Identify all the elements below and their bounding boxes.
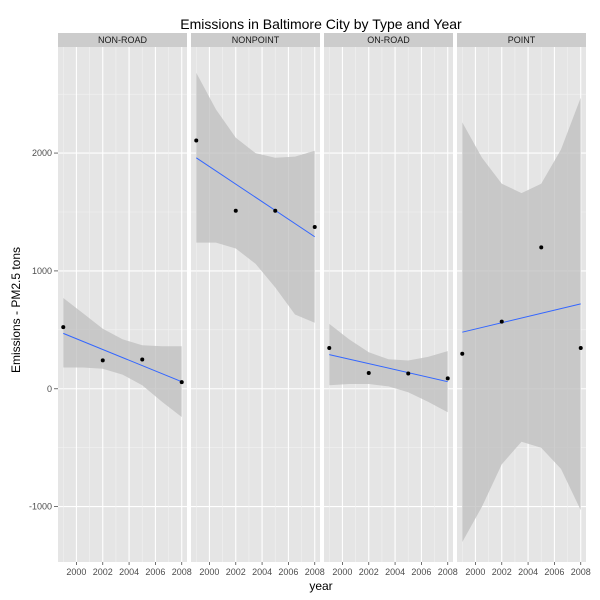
facet-strip [324,33,453,47]
y-tick-label: -1000 [29,502,52,512]
data-point [233,208,238,213]
data-point [179,380,184,385]
x-tick-label: 2000 [199,567,219,577]
facet-strip-label: POINT [508,35,536,45]
facet-strip-label: NONPOINT [232,35,280,45]
x-tick-label: 2006 [411,567,431,577]
x-tick-label: 2002 [226,567,246,577]
x-tick-label: 2000 [66,567,86,577]
x-tick-label: 2000 [332,567,352,577]
x-tick-label: 2002 [93,567,113,577]
data-point [273,208,278,213]
data-point [194,138,199,143]
facet-panel: NON-ROAD 2000 2002 2004 2006 2008 [58,33,192,577]
x-axis-title: year [309,579,332,593]
y-tick-label: 1000 [32,266,52,276]
panel-background [58,47,187,562]
facet-strip [58,33,187,47]
facet-strip-label: ON-ROAD [367,35,410,45]
facet-strip [457,33,586,47]
data-point [327,345,332,350]
facet-strip [191,33,320,47]
panel-background [324,47,453,562]
x-tick-label: 2006 [278,567,298,577]
data-point [578,345,583,350]
data-point [445,376,450,381]
facet-panel: NONPOINT 2000 2002 2004 2006 2008 [191,33,325,577]
y-axis: -1000 0 1000 2000 [29,148,58,512]
x-tick-label: 2004 [385,567,405,577]
data-point [366,370,371,375]
y-tick-label: 0 [47,384,52,394]
x-tick-label: 2004 [518,567,538,577]
data-point [140,357,145,362]
facet-panel: POINT 2000 2002 2004 2006 2008 [457,33,591,577]
x-tick-label: 2004 [119,567,139,577]
regression-line [462,303,581,333]
chart-title: Emissions in Baltimore City by Type and … [180,16,462,32]
x-tick-label: 2002 [492,567,512,577]
data-point [499,319,504,324]
x-tick-label: 2000 [465,567,485,577]
data-point [61,325,66,330]
y-tick-label: 2000 [32,148,52,158]
x-tick-label: 2008 [438,567,458,577]
x-tick-label: 2008 [305,567,325,577]
facet-panels: NON-ROAD 2000 2002 2004 2006 2008 NONPOINT 2000… [58,33,591,577]
x-tick-label: 2008 [571,567,591,577]
data-point [312,224,317,229]
data-point [100,358,105,363]
x-tick-label: 2006 [145,567,165,577]
regression-line [63,332,182,383]
confidence-band [462,97,581,542]
regression-line [195,157,316,238]
x-tick-label: 2006 [544,567,564,577]
y-axis-title: Emissions - PM2.5 tons [9,247,23,373]
regression-line [329,354,448,383]
x-tick-label: 2008 [172,567,192,577]
x-tick-label: 2004 [252,567,272,577]
facet-strip-label: NON-ROAD [98,35,147,45]
data-point [460,351,465,356]
data-point [406,371,411,376]
data-point [539,245,544,250]
facet-panel: ON-ROAD 2000 2002 2004 2006 2008 [324,33,458,577]
x-tick-label: 2002 [359,567,379,577]
